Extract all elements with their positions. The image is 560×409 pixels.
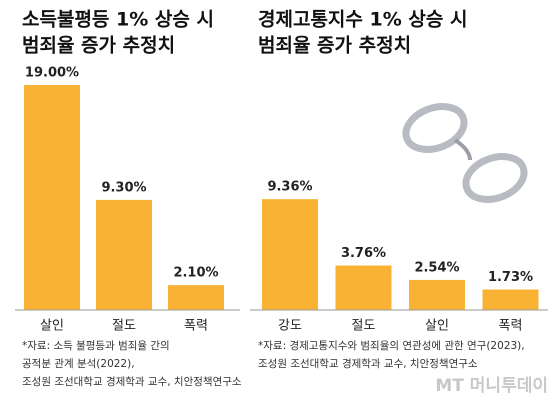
chart-title: 경제고통지수 1% 상승 시 <box>258 9 467 31</box>
source-note: *자료: 소득 불평등과 범죄율 간의 <box>22 340 170 352</box>
handcuffs-icon <box>402 103 528 203</box>
value-label: 2.10% <box>173 266 218 281</box>
source-note: 조성원 조선대학교 경제학과 교수, 치안정책연구소 <box>258 357 478 370</box>
value-label: 19.00% <box>25 66 79 81</box>
x-tick-label: 절도 <box>112 319 136 334</box>
chart-title: 범죄율 증가 추정치 <box>22 35 175 57</box>
bar <box>24 85 80 310</box>
bar <box>409 279 465 310</box>
chart-title: 범죄율 증가 추정치 <box>258 35 411 57</box>
x-tick-label: 폭력 <box>499 319 523 334</box>
value-label: 3.76% <box>341 246 386 261</box>
x-tick-label: 살인 <box>40 319 64 334</box>
source-note: 조성원 조선대학교 경제학과 교수, 치안정책연구소 <box>22 375 242 388</box>
value-label: 1.73% <box>488 270 533 285</box>
x-tick-label: 살인 <box>425 319 449 334</box>
logo: MT 머니투데이 <box>435 376 548 396</box>
value-label: 9.36% <box>267 180 312 195</box>
source-note: *자료: 경제고통지수와 범죄율의 연관성에 관한 연구(2023), <box>258 339 525 352</box>
bar <box>168 285 224 310</box>
bar <box>262 199 318 310</box>
x-tick-label: 폭력 <box>184 319 208 334</box>
source-note: 공적분 관계 분석(2022), <box>22 358 135 370</box>
value-label: 9.30% <box>101 180 146 195</box>
x-tick-label: 강도 <box>278 319 302 334</box>
bar <box>335 265 392 310</box>
x-tick-label: 절도 <box>352 319 376 334</box>
bar <box>96 199 152 310</box>
chart-title: 소득불평등 1% 상승 시 <box>22 9 214 31</box>
bar <box>482 289 539 310</box>
value-label: 2.54% <box>414 260 459 275</box>
